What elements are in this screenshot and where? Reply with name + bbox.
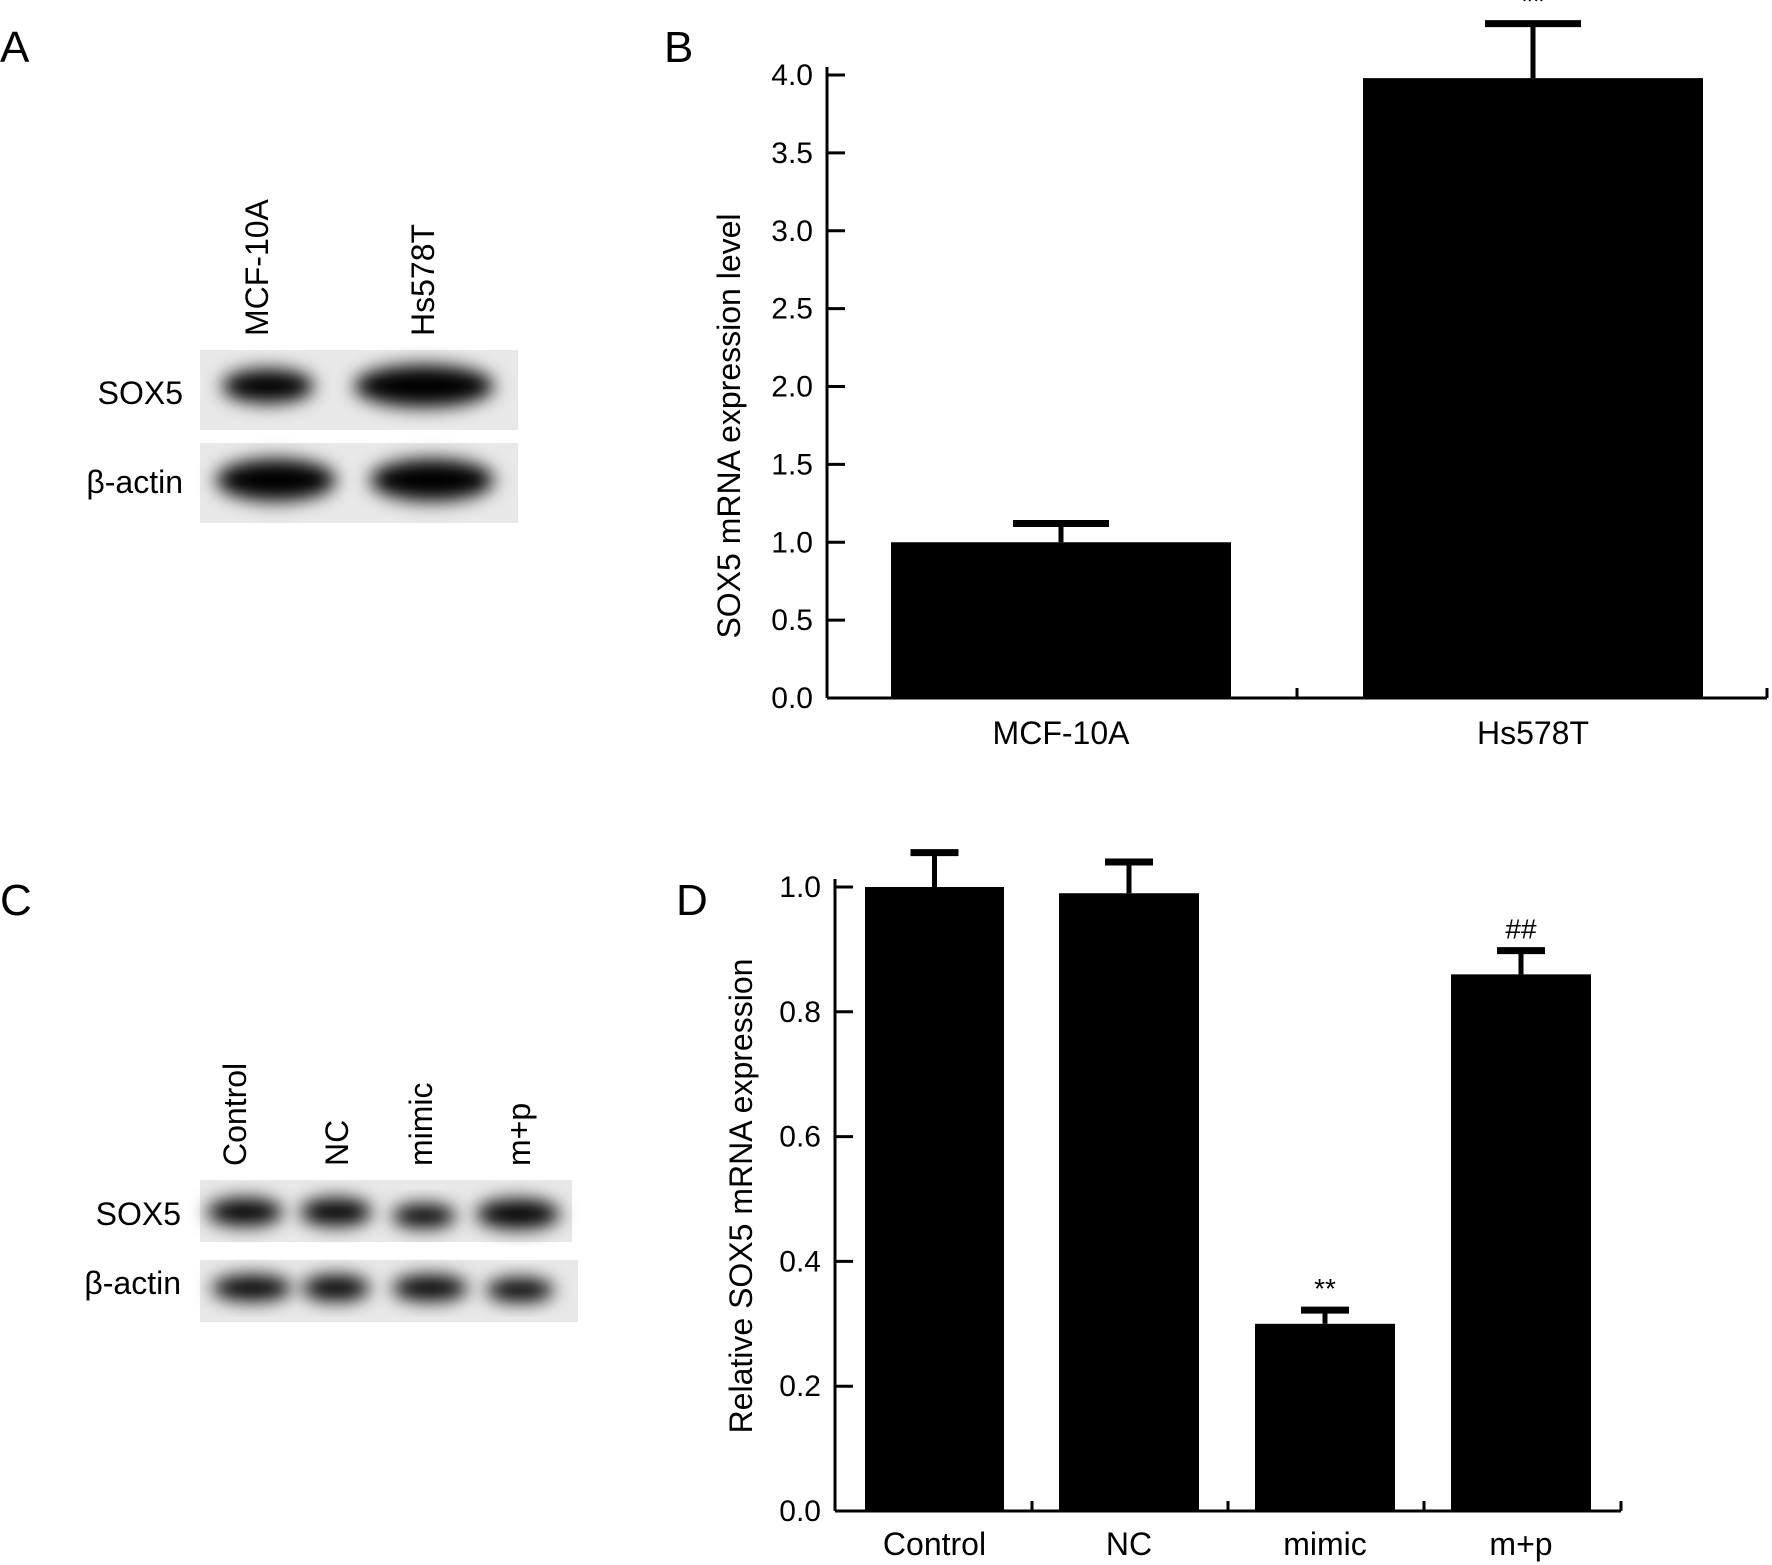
blot-a-row-label-actin: β-actin: [86, 464, 183, 500]
chart-d-bar: [1451, 974, 1591, 1511]
chart-b-y-tick-label: 0.0: [771, 682, 813, 715]
chart-b-category-label: Hs578T: [1477, 715, 1589, 751]
blot-c-band-sox5-mp: [476, 1199, 560, 1229]
blot-c-lane-label-3: mimic: [403, 1082, 439, 1166]
chart-b-y-tick-label: 2.0: [771, 371, 813, 404]
blot-a-band-actin-hs578t: [370, 459, 494, 501]
chart-b-category-label: MCF-10A: [993, 715, 1131, 751]
blot-c-row-label-sox5: SOX5: [96, 1196, 181, 1232]
chart-b-y-tick-label: 2.5: [771, 293, 813, 326]
chart-d-significance-label: **: [1314, 1273, 1336, 1304]
chart-d-category-label: mimic: [1283, 1526, 1367, 1562]
chart-d-category-label: Control: [883, 1526, 986, 1562]
chart-d-y-tick-label: 1.0: [779, 871, 821, 904]
blot-c-band-actin-nc: [302, 1275, 370, 1301]
panel-letter-b: B: [664, 23, 693, 72]
chart-b-ylabel: SOX5 mRNA expression level: [711, 213, 747, 638]
chart-d-y-tick-label: 0.6: [779, 1121, 821, 1154]
chart-d-bar: [1059, 893, 1199, 1511]
bar-chart-b: SOX5 mRNA expression level 0.0 0.5 1.0 1.5 2…: [711, 0, 1769, 751]
blot-a-row-label-sox5: SOX5: [98, 375, 183, 411]
chart-d-y-tick-label: 0.2: [779, 1370, 821, 1403]
chart-b-y-tick-label: 0.5: [771, 604, 813, 637]
blot-a-lane-label-1: MCF-10A: [239, 198, 275, 336]
blot-a-band-sox5-hs578t: [354, 365, 494, 407]
western-blot-c: Control NC mimic m+p SOX5 β-actin: [84, 1063, 578, 1322]
blot-c-lane-label-2: NC: [319, 1120, 355, 1166]
chart-d-y-tick-label: 0.4: [779, 1245, 821, 1278]
chart-b-y-tick-label: 3.5: [771, 137, 813, 170]
blot-c-band-actin-control: [212, 1275, 292, 1301]
chart-b-significance-label: **: [1521, 0, 1545, 19]
blot-a-band-actin-mcf10a: [216, 459, 336, 501]
blot-c-lane-label-1: Control: [217, 1063, 253, 1166]
blot-c-row-label-actin: β-actin: [84, 1265, 181, 1301]
chart-b-bar: [891, 542, 1231, 698]
chart-d-y-tick-label: 0.0: [779, 1495, 821, 1528]
blot-c-band-actin-mimic: [392, 1275, 468, 1301]
western-blot-a: MCF-10A Hs578T SOX5 β-actin: [86, 198, 518, 523]
blot-c-band-sox5-nc: [300, 1198, 372, 1226]
blot-c-band-actin-mp: [486, 1278, 554, 1302]
blot-c-lane-label-4: m+p: [501, 1103, 537, 1166]
chart-d-ylabel: Relative SOX5 mRNA expression: [723, 959, 759, 1434]
chart-b-y-tick-label: 1.0: [771, 526, 813, 559]
chart-d-significance-label: ##: [1505, 914, 1537, 945]
chart-d-category-label: NC: [1106, 1526, 1152, 1562]
chart-d-bar: [865, 887, 1004, 1511]
chart-d-bar: [1255, 1323, 1395, 1511]
blot-c-band-sox5-mimic: [392, 1204, 456, 1228]
panel-letter-d: D: [676, 876, 708, 925]
blot-a-band-sox5-mcf10a: [222, 369, 314, 403]
bar-chart-d: Relative SOX5 mRNA expression 0.0 0.2 0.4 0…: [723, 849, 1623, 1562]
chart-d-category-label: m+p: [1489, 1526, 1552, 1562]
chart-b-y-tick-label: 4.0: [771, 59, 813, 92]
panel-letter-c: C: [0, 876, 32, 925]
blot-c-band-sox5-control: [207, 1198, 283, 1226]
chart-b-y-tick-label: 3.0: [771, 215, 813, 248]
chart-d-y-tick-label: 0.8: [779, 996, 821, 1029]
chart-b-y-tick-label: 1.5: [771, 448, 813, 481]
blot-a-lane-label-2: Hs578T: [405, 224, 441, 336]
panel-letter-a: A: [0, 23, 30, 72]
chart-b-bar: [1363, 78, 1703, 699]
